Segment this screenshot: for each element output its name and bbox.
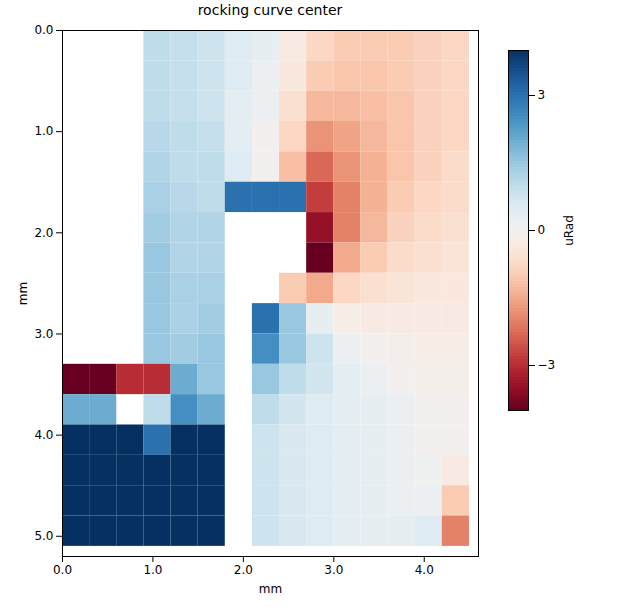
svg-text:0.0: 0.0 [53,563,72,577]
svg-text:0.0: 0.0 [34,23,53,37]
svg-text:1.0: 1.0 [34,124,53,138]
svg-text:mm: mm [259,582,282,596]
svg-text:5.0: 5.0 [34,529,53,543]
svg-text:0: 0 [538,223,546,237]
svg-text:1.0: 1.0 [143,563,162,577]
svg-text:mm: mm [16,282,30,305]
svg-text:2.0: 2.0 [234,563,253,577]
svg-text:3.0: 3.0 [324,563,343,577]
svg-text:3: 3 [538,88,546,102]
svg-text:2.0: 2.0 [34,226,53,240]
html-text:rocking curve center: rocking curve center [197,2,343,18]
svg-text:uRad: uRad [562,215,576,246]
svg-text:3.0: 3.0 [34,327,53,341]
svg-text:4.0: 4.0 [34,428,53,442]
svg-text:4.0: 4.0 [415,563,434,577]
svg-text:−3: −3 [538,358,556,372]
